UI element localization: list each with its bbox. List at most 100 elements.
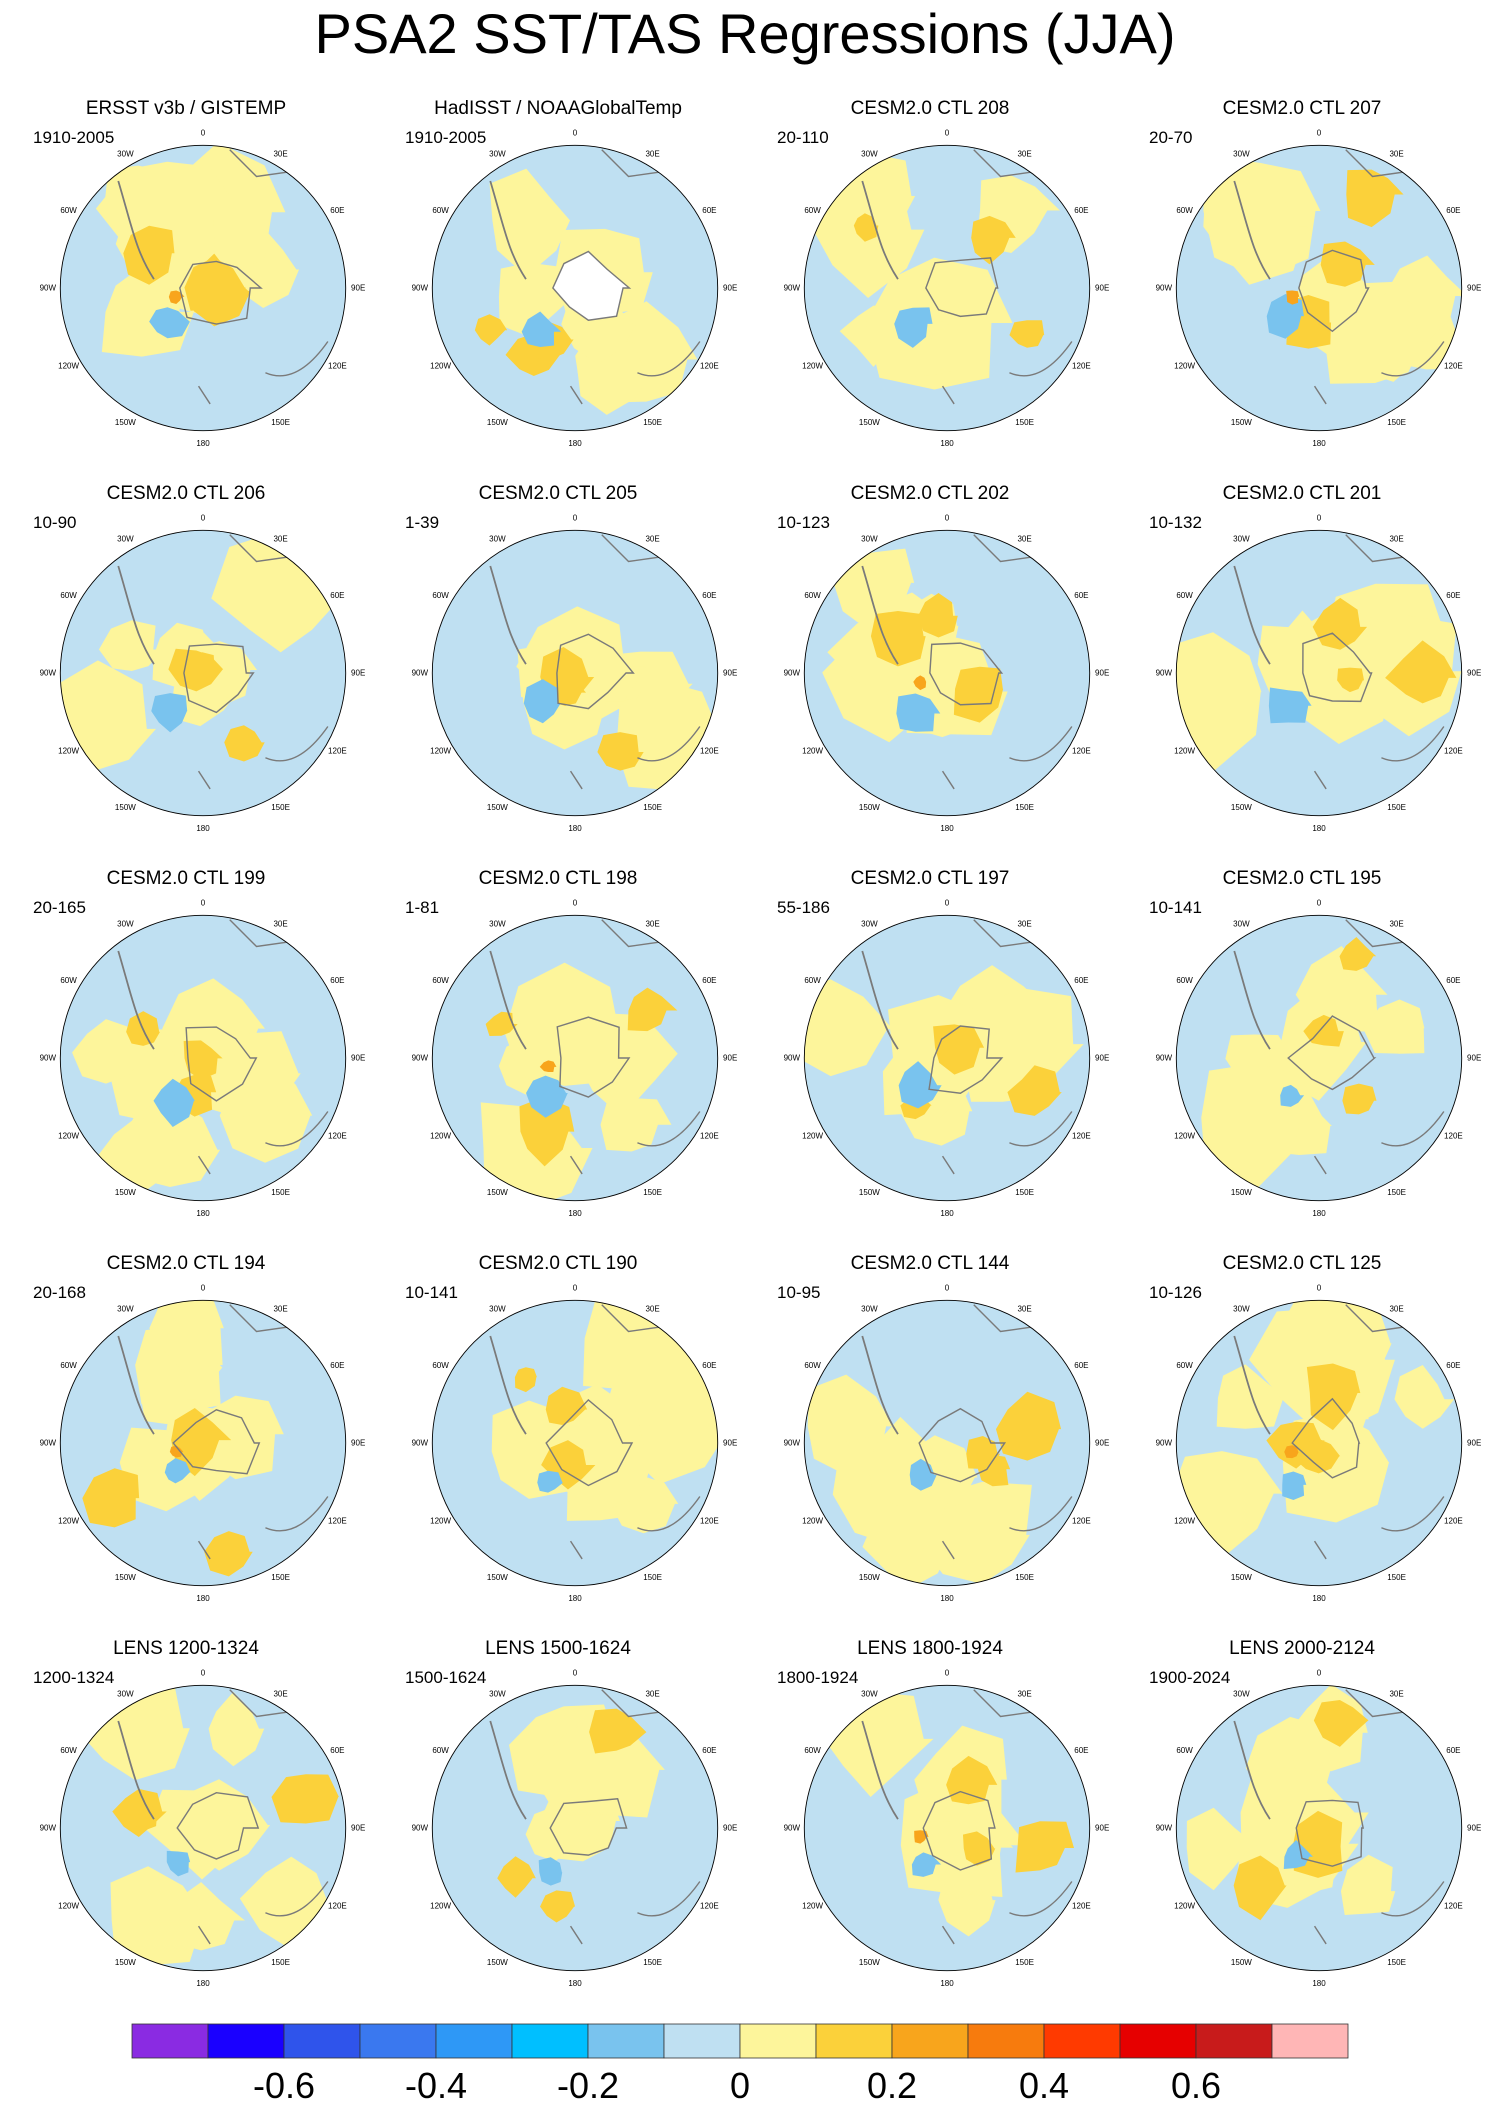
panel-years: 1200-1324 <box>33 1668 115 1687</box>
longitude-label: 0 <box>573 1668 578 1677</box>
warm-anomaly <box>622 683 717 759</box>
map-border <box>59 529 347 817</box>
warm-anomaly-strong <box>1306 1363 1361 1431</box>
panel-title: CESM2.0 CTL 195 <box>1222 868 1382 889</box>
longitude-label: 180 <box>196 1979 210 1988</box>
coastline <box>197 1540 211 1560</box>
longitude-label: 0 <box>1317 128 1322 137</box>
polar-map: 0 30E 60E 90E 120E 150E 180 150W 120W 90W 60W 30W <box>784 128 1110 448</box>
colorbar-segment <box>891 2023 969 2059</box>
panel-title: LENS 2000-2124 <box>1229 1638 1375 1659</box>
longitude-label: 120E <box>328 361 347 370</box>
warm-anomaly-strong <box>589 1708 647 1754</box>
longitude-label: 90E <box>1467 669 1481 678</box>
map-border <box>1175 914 1463 1202</box>
longitude-label: 120W <box>58 1131 79 1140</box>
warm-anomaly-strong <box>1312 597 1368 650</box>
longitude-label: 30E <box>645 919 659 928</box>
antarctica-coastline <box>545 1398 634 1487</box>
coastline <box>1381 341 1445 377</box>
longitude-label: 120E <box>700 1901 719 1910</box>
longitude-label: 60W <box>1176 1361 1193 1370</box>
map-panel: ERSST v3b / GISTEMP 1910-2005 0 30E 60E 90E 12… <box>0 98 372 478</box>
panel-years: 20-168 <box>33 1283 86 1302</box>
longitude-label: 150W <box>115 418 136 427</box>
longitude-label: 60E <box>330 206 344 215</box>
longitude-label: 0 <box>945 128 950 137</box>
longitude-label: 30E <box>1017 534 1031 543</box>
coastline <box>1381 1496 1445 1532</box>
longitude-label: 120E <box>1072 1131 1091 1140</box>
panel-title: CESM2.0 CTL 144 <box>850 1253 1010 1274</box>
cool-anomaly <box>1268 687 1312 724</box>
longitude-label: 30E <box>1017 149 1031 158</box>
map-border <box>431 1684 719 1972</box>
longitude-label: 30W <box>117 149 134 158</box>
coastline <box>229 919 288 948</box>
warm-anomaly-max <box>913 675 927 691</box>
map-panel: CESM2.0 CTL 202 10-123 0 30E 60E 90E 120E 150E 1… <box>744 483 1116 863</box>
longitude-label: 30W <box>489 919 506 928</box>
longitude-label: 180 <box>568 1209 582 1218</box>
antarctica-coastline <box>183 643 255 714</box>
panel-years: 20-70 <box>1149 128 1193 147</box>
coastline <box>1313 770 1327 790</box>
colorbar-segment <box>967 2023 1045 2059</box>
cool-anomaly <box>523 679 561 724</box>
polar-map: 0 30E 60E 90E 120E 150E 180 150W 120W 90W 60W 30W <box>40 1283 366 1602</box>
cool-anomaly <box>164 1458 191 1484</box>
longitude-label: 150W <box>115 1188 136 1197</box>
longitude-label: 150E <box>643 803 662 812</box>
longitude-label: 120E <box>1444 1131 1463 1140</box>
longitude-label: 90E <box>1095 1439 1109 1448</box>
polar-map: 0 30E 60E 90E 120E 150E 180 150W 120W 90W 60W 30W <box>784 898 1110 1217</box>
coastline <box>973 534 1032 563</box>
panel-title: LENS 1200-1324 <box>113 1638 259 1659</box>
map-border <box>431 144 719 432</box>
longitude-label: 120W <box>1174 1901 1195 1910</box>
coastline <box>1381 1881 1445 1917</box>
longitude-label: 30E <box>645 1689 659 1698</box>
panel-years: 20-165 <box>33 898 86 917</box>
longitude-label: 90E <box>1467 284 1481 293</box>
colorbar-label: 0.4 <box>1019 2065 1069 2106</box>
longitude-label: 60W <box>1176 591 1193 600</box>
cool-anomaly <box>896 693 941 732</box>
colorbar-segment <box>815 2023 893 2059</box>
coastline <box>117 565 155 665</box>
longitude-label: 30E <box>1389 149 1403 158</box>
longitude-label: 180 <box>568 439 582 448</box>
polar-map: 0 30E 60E 90E 120E 150E 180 150W 120W 90W 60W 30W <box>40 1668 366 1988</box>
longitude-label: 60E <box>1074 1746 1088 1755</box>
longitude-label: 120E <box>1072 1901 1091 1910</box>
warm-anomaly <box>525 1806 585 1862</box>
colorbar-segment <box>359 2023 437 2059</box>
coastline <box>1345 919 1404 948</box>
longitude-label: 90E <box>351 1439 365 1448</box>
warm-anomaly <box>98 620 165 671</box>
polar-map: 0 30E 60E 90E 120E 150E 180 150W 120W 90W 60W 30W <box>1156 1668 1482 1987</box>
warm-anomaly <box>1186 1807 1260 1891</box>
longitude-label: 60E <box>1074 1361 1088 1370</box>
longitude-label: 0 <box>201 513 206 522</box>
longitude-label: 120W <box>802 746 823 755</box>
longitude-label: 120W <box>58 361 79 370</box>
longitude-label: 180 <box>940 439 954 448</box>
longitude-label: 150W <box>859 1958 880 1967</box>
longitude-label: 120W <box>58 1516 79 1525</box>
antarctica-coastline <box>185 1026 258 1102</box>
longitude-label: 120E <box>328 746 347 755</box>
coastline <box>861 950 899 1050</box>
longitude-label: 30W <box>861 919 878 928</box>
map-border <box>431 529 719 817</box>
longitude-label: 150E <box>1015 1188 1034 1197</box>
warm-anomaly-strong <box>953 666 1004 723</box>
polar-map: 0 30E 60E 90E 120E 150E 180 150W 120W 90W 60W 30W <box>1156 1283 1482 1602</box>
longitude-label: 90E <box>723 284 737 293</box>
coastline <box>941 770 955 790</box>
longitude-label: 90E <box>351 1054 365 1063</box>
cool-anomaly <box>526 1075 568 1118</box>
longitude-label: 30E <box>1017 1689 1031 1698</box>
longitude-label: 180 <box>940 824 954 833</box>
longitude-label: 150E <box>271 1188 290 1197</box>
